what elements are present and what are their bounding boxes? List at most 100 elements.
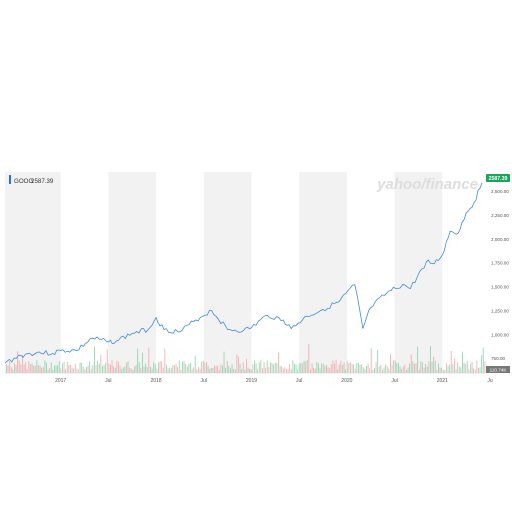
volume-bar: [358, 363, 359, 373]
volume-bar: [123, 367, 124, 373]
volume-bar: [380, 365, 381, 373]
volume-bar: [289, 364, 290, 373]
volume-bar: [268, 367, 269, 373]
volume-bar: [220, 365, 221, 373]
volume-bar: [360, 365, 361, 373]
volume-bar: [67, 362, 68, 373]
shade-band: [108, 172, 156, 373]
volume-bar: [36, 360, 37, 373]
volume-bar: [54, 366, 55, 373]
volume-bar: [347, 361, 348, 373]
volume-bar: [201, 362, 202, 373]
volume-bar: [278, 353, 279, 373]
volume-bar: [121, 369, 122, 373]
volume-bar: [462, 352, 463, 373]
volume-bar: [379, 367, 380, 373]
volume-bar: [182, 362, 183, 373]
volume-bar: [196, 369, 197, 373]
volume-bar: [139, 362, 140, 373]
volume-bar: [73, 369, 74, 373]
volume-bar: [9, 361, 10, 373]
x-tick-label: Jul: [201, 378, 207, 384]
volume-bar: [60, 368, 61, 373]
volume-bar: [28, 361, 29, 373]
volume-bar: [164, 349, 165, 373]
volume-bar: [376, 362, 377, 373]
x-tick-label: Ju: [487, 378, 493, 384]
volume-bar: [161, 361, 162, 373]
volume-bar: [355, 369, 356, 373]
volume-bar: [316, 362, 317, 373]
volume-bar: [424, 368, 425, 373]
x-tick-label: Jul: [105, 378, 111, 384]
volume-bar: [158, 362, 159, 373]
volume-bar: [334, 363, 335, 373]
volume-bar: [20, 364, 21, 373]
volume-bar: [454, 359, 455, 373]
volume-bar: [457, 362, 458, 373]
volume-bar: [86, 367, 87, 373]
volume-bar: [385, 365, 386, 373]
volume-bar: [236, 354, 237, 373]
volume-bar: [390, 354, 391, 373]
volume-bar: [257, 369, 258, 373]
volume-bar: [409, 363, 410, 373]
volume-bar: [206, 362, 207, 373]
volume-bar: [96, 365, 97, 373]
volume-bar: [38, 365, 39, 373]
volume-bar: [446, 363, 447, 373]
volume-bar: [459, 366, 460, 373]
volume-bar: [33, 365, 34, 373]
volume-bar: [46, 363, 47, 373]
volume-bar: [300, 363, 301, 373]
volume-bar: [438, 364, 439, 373]
volume-bar: [265, 368, 266, 373]
volume-bar: [57, 365, 58, 373]
volume-bar: [481, 355, 482, 373]
volume-bar: [339, 364, 340, 373]
volume-bar: [59, 361, 60, 373]
volume-bar: [100, 355, 101, 373]
volume-bar: [371, 348, 372, 373]
volume-bar: [475, 369, 476, 373]
volume-bar: [356, 363, 357, 373]
volume-bar: [468, 369, 469, 373]
volume-bar: [328, 367, 329, 373]
volume-bar: [48, 370, 49, 373]
volume-bar: [144, 367, 145, 373]
volume-bar: [110, 365, 111, 373]
volume-bar: [472, 362, 473, 373]
volume-bar: [246, 359, 247, 373]
volume-bar: [97, 361, 98, 373]
background-bands: [5, 172, 442, 373]
volume-bar: [256, 363, 257, 373]
volume-bar: [184, 361, 185, 373]
volume-bar: [43, 367, 44, 373]
volume-bar: [176, 364, 177, 373]
volume-bar: [128, 361, 129, 373]
volume-bar: [299, 363, 300, 373]
volume-bar: [422, 362, 423, 373]
volume-bar: [113, 366, 114, 373]
volume-label: 110.74K: [490, 368, 508, 373]
volume-bar: [166, 365, 167, 373]
volume-bar: [204, 363, 205, 373]
volume-bar: [307, 360, 308, 373]
volume-bar: [384, 368, 385, 373]
volume-bar: [428, 361, 429, 373]
volume-bar: [403, 366, 404, 373]
volume-bar: [99, 364, 100, 373]
volume-bar: [320, 368, 321, 373]
volume-bar: [291, 369, 292, 373]
volume-bar: [216, 366, 217, 373]
volume-bar: [254, 361, 255, 373]
volume-bar: [368, 364, 369, 373]
volume-bar: [297, 369, 298, 373]
volume-bar: [228, 366, 229, 373]
volume-bar: [233, 369, 234, 373]
volume-bar: [252, 364, 253, 373]
volume-bar: [372, 370, 373, 373]
volume-bar: [104, 365, 105, 373]
volume-bar: [393, 360, 394, 373]
